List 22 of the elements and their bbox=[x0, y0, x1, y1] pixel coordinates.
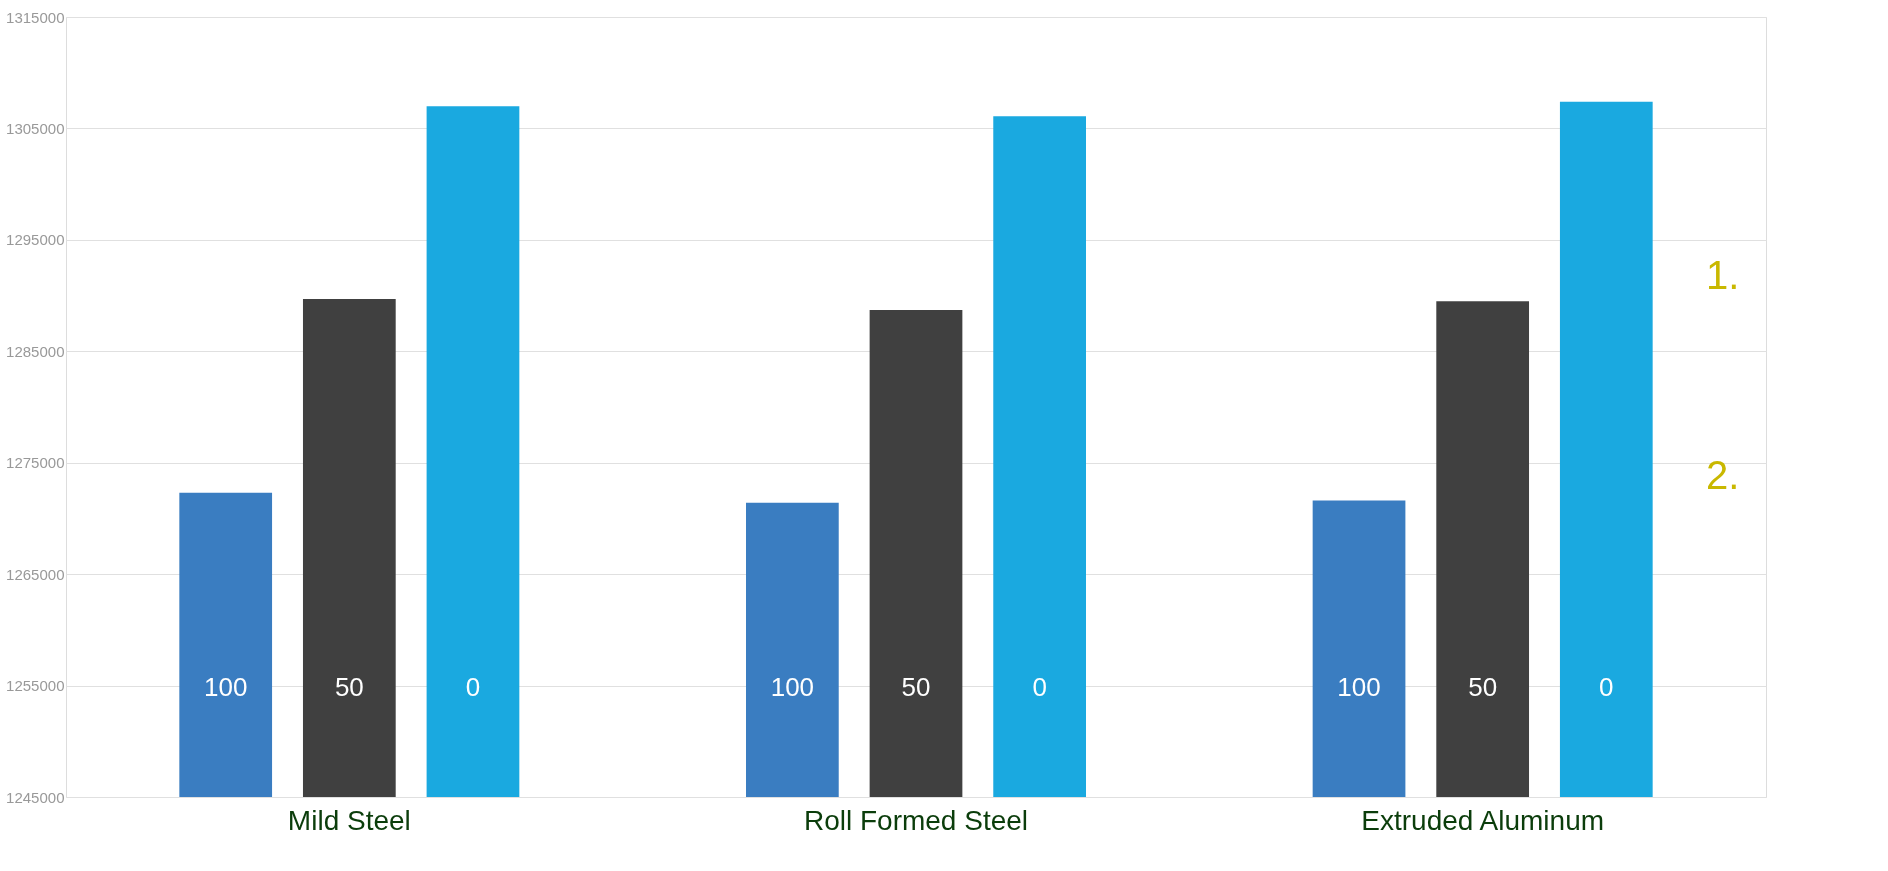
annotation: 100 bbox=[770, 671, 815, 702]
x-tick-label: Extruded Aluminum bbox=[1361, 804, 1605, 836]
annotation: 0 bbox=[1032, 671, 1047, 702]
annotation: 2. bbox=[1706, 453, 1740, 497]
y-tick-label: 1315000 bbox=[6, 8, 65, 26]
annotation: 0 bbox=[465, 671, 481, 702]
annotation: 100 bbox=[1337, 671, 1381, 702]
annotation: 100 bbox=[204, 671, 248, 702]
x-tick-label: Roll Formed Steel bbox=[803, 804, 1029, 836]
annotation: 1. bbox=[1706, 253, 1740, 297]
annotation: 0 bbox=[1599, 671, 1614, 702]
y-tick-label: 1305000 bbox=[6, 119, 65, 137]
annotation: 50 bbox=[1468, 671, 1498, 702]
x-tick-label: Mild Steel bbox=[287, 804, 411, 836]
y-tick-label: 1285000 bbox=[6, 342, 65, 360]
y-tick-label: 1255000 bbox=[6, 677, 65, 695]
annotation: 50 bbox=[901, 671, 931, 702]
y-tick-label: 1245000 bbox=[6, 788, 65, 806]
y-tick-label: 1275000 bbox=[6, 454, 65, 472]
y-tick-label: 1265000 bbox=[6, 565, 65, 583]
y-tick-label: 1295000 bbox=[6, 231, 65, 249]
annotation: 50 bbox=[334, 671, 364, 702]
